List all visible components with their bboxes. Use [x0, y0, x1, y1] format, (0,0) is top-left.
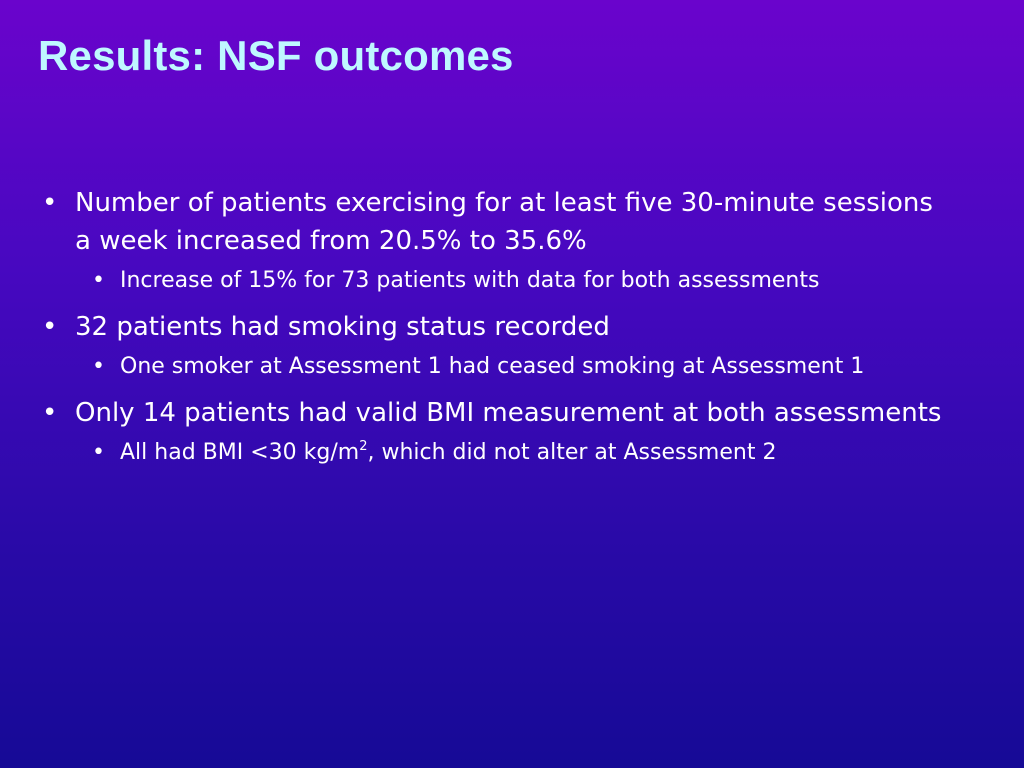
bmi-text-before: All had BMI <30 kg/m — [120, 440, 360, 465]
bullet-list: Number of patients exercising for at lea… — [0, 184, 1024, 480]
bmi-text-after: , which did not alter at Assessment 2 — [367, 440, 777, 465]
bullet-bmi: Only 14 patients had valid BMI measureme… — [42, 394, 945, 432]
sub-bullet-bmi-result: All had BMI <30 kg/m2, which did not alt… — [92, 436, 980, 470]
slide-title: Results: NSF outcomes — [38, 32, 514, 79]
bmi-superscript: 2 — [359, 439, 368, 454]
sub-bullet-exercise-increase: Increase of 15% for 73 patients with dat… — [92, 264, 980, 298]
bullet-smoking: 32 patients had smoking status recorded — [42, 308, 945, 346]
bullet-exercise: Number of patients exercising for at lea… — [42, 184, 945, 260]
sub-bullet-smoker-ceased: One smoker at Assessment 1 had ceased sm… — [92, 350, 980, 384]
